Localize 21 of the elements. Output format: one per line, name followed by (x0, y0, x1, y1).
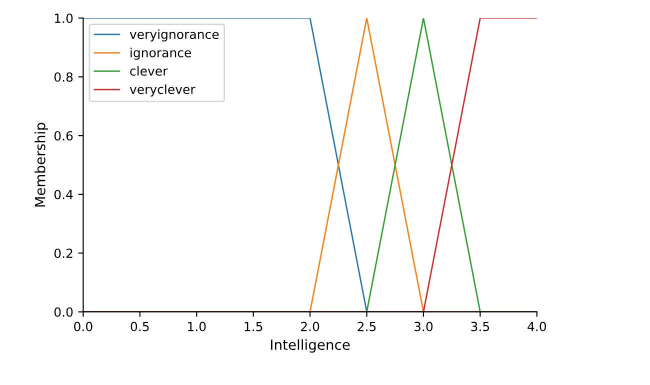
x-tick-label: 4.0 (528, 322, 546, 332)
legend-label: veryignorance (130, 29, 219, 42)
x-tick-label: 3.5 (471, 322, 490, 332)
x-tick-label: 1.5 (244, 322, 262, 332)
y-tick-label: 0.8 (54, 72, 73, 82)
y-tick-label: 0.0 (54, 307, 73, 317)
y-tick-label: 0.6 (54, 131, 73, 141)
y-tick-label: 0.4 (54, 190, 73, 200)
x-tick-label: 2.0 (301, 322, 320, 332)
x-tick-label: 1.0 (188, 322, 206, 332)
legend-label: veryclever (130, 84, 196, 96)
x-axis-title: Intelligence (271, 339, 350, 353)
x-tick-label: 2.5 (358, 322, 376, 332)
x-tick-label: 0.0 (74, 322, 92, 332)
legend-label: clever (130, 66, 168, 76)
y-tick-label: 1.0 (54, 14, 73, 24)
x-tick-label: 0.5 (130, 322, 149, 332)
y-axis-title: Membership (34, 122, 48, 207)
x-tick-label: 3.0 (414, 322, 433, 332)
legend-label: ignorance (130, 48, 192, 60)
y-tick-label: 0.2 (54, 248, 72, 258)
